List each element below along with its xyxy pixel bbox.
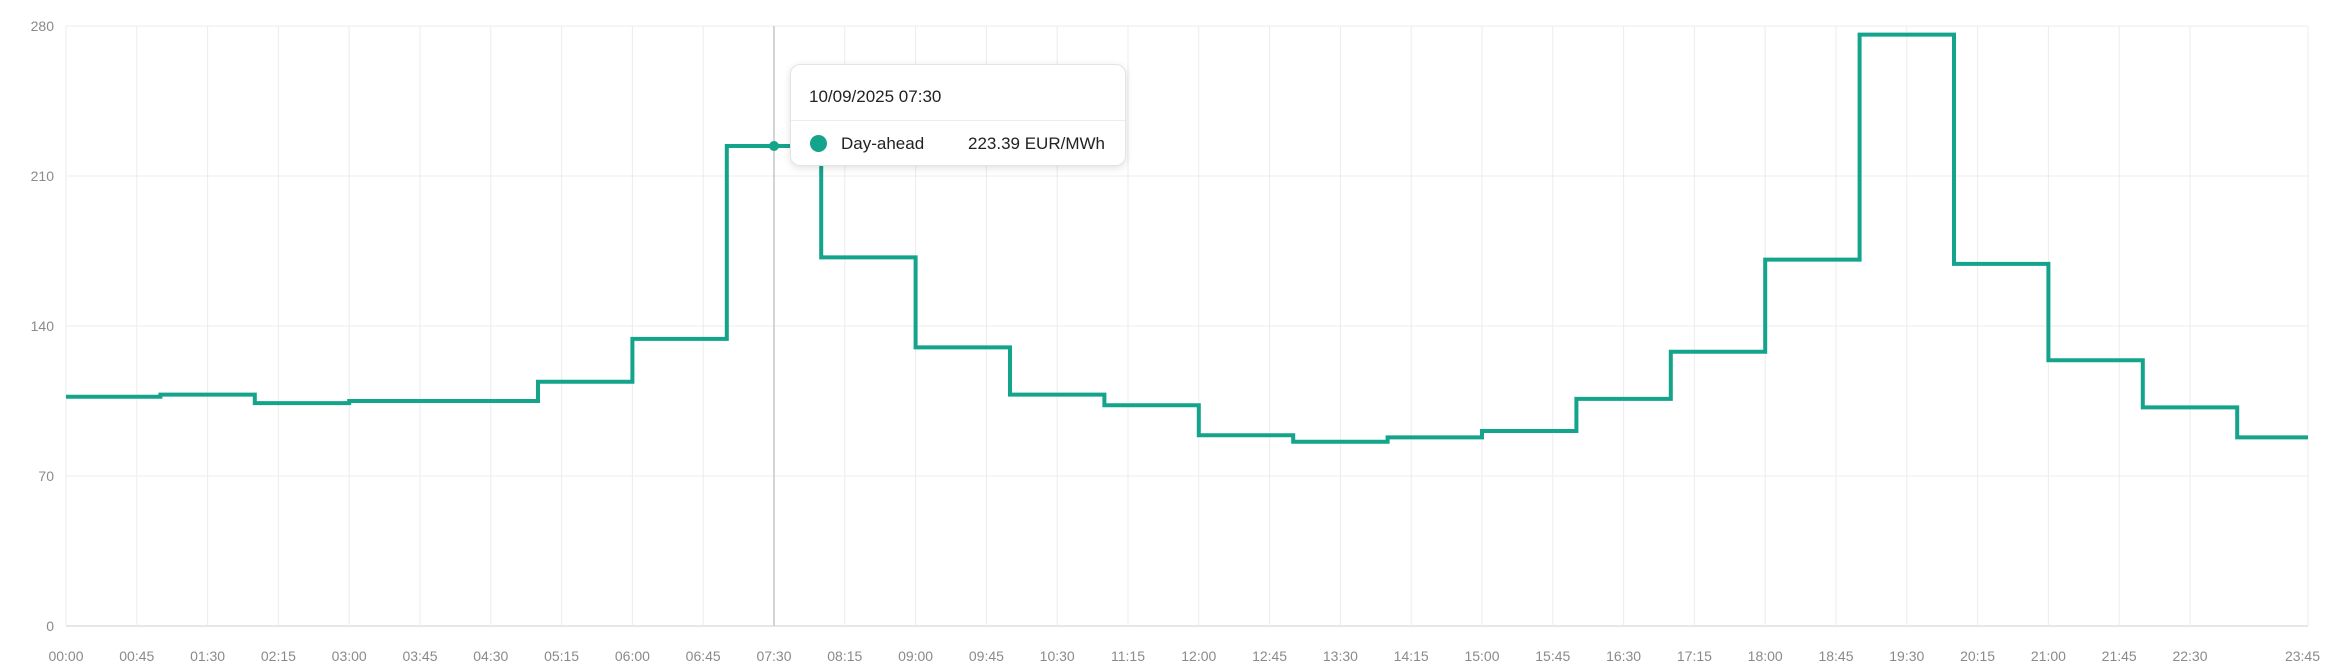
x-tick-label: 12:00 [1181,648,1216,664]
tooltip-series-name: Day-ahead [841,134,925,153]
series-layer [66,32,2308,444]
x-tick-label: 12:45 [1252,648,1287,664]
tooltip-divider [791,120,1125,121]
x-tick-label: 07:30 [756,648,791,664]
x-tick-label: 15:45 [1535,648,1570,664]
x-tick-label: 08:15 [827,648,862,664]
x-tick-label: 01:30 [190,648,225,664]
x-tick-label: 21:00 [2031,648,2066,664]
x-tick-label: 09:00 [898,648,933,664]
x-tick-label: 06:00 [615,648,650,664]
x-tick-label: 05:15 [544,648,579,664]
x-tick-label: 22:30 [2172,648,2207,664]
chart-tooltip: 10/09/2025 07:30 Day-ahead 223.39 EUR/MW… [790,64,1126,166]
grid-layer [65,25,2309,627]
x-tick-label: 00:00 [48,648,83,664]
x-tick-label: 15:00 [1464,648,1499,664]
series-line-day-ahead [66,32,2308,444]
x-tick-label: 23:45 [2285,648,2320,664]
y-tick-label: 70 [38,468,54,484]
y-tick-label: 210 [31,168,55,184]
x-tick-label: 13:30 [1323,648,1358,664]
y-tick-label: 0 [46,618,54,634]
x-tick-label: 03:45 [402,648,437,664]
x-tick-label: 00:45 [119,648,154,664]
tooltip-title: 10/09/2025 07:30 [809,87,942,106]
series-color-dot [810,135,827,152]
x-tick-label: 21:45 [2102,648,2137,664]
x-tick-label: 16:30 [1606,648,1641,664]
x-tick-label: 09:45 [969,648,1004,664]
y-axis: 0 70 140 210 280 [31,18,55,634]
x-tick-label: 02:15 [261,648,296,664]
x-tick-label: 14:15 [1394,648,1429,664]
x-tick-label: 03:00 [332,648,367,664]
x-tick-label: 17:15 [1677,648,1712,664]
x-tick-label: 18:00 [1748,648,1783,664]
y-tick-label: 140 [31,318,55,334]
x-tick-label: 20:15 [1960,648,1995,664]
x-tick-label: 06:45 [686,648,721,664]
x-axis: 00:00 00:45 01:30 02:15 03:00 03:45 04:30 05:15… [48,648,2320,664]
x-tick-label: 18:45 [1818,648,1853,664]
x-tick-label: 19:30 [1889,648,1924,664]
tooltip-value: 223.39 EUR/MWh [968,134,1105,153]
x-tick-label: 11:15 [1111,648,1145,664]
y-tick-label: 280 [31,18,55,34]
x-tick-label: 04:30 [473,648,508,664]
x-tick-label: 10:30 [1040,648,1075,664]
